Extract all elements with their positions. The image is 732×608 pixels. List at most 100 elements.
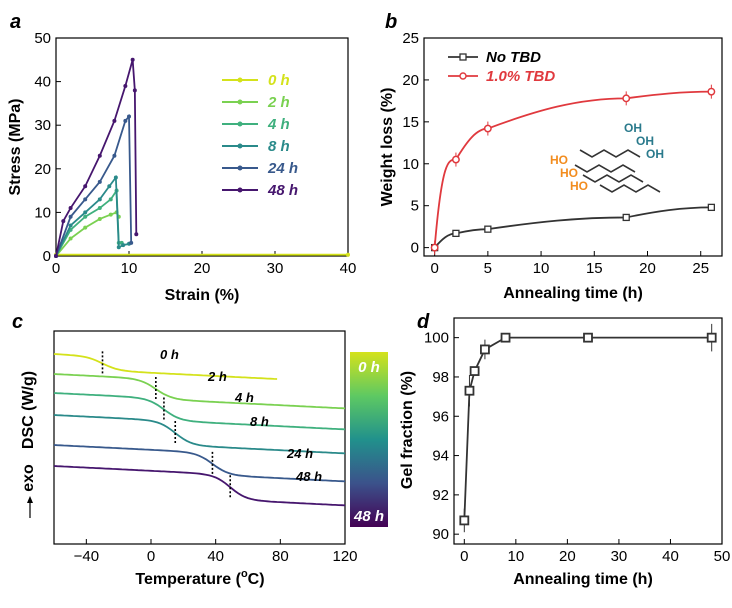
panel-a-ytick-label: 10 <box>34 204 51 221</box>
panel-c-xtick-label: 120 <box>332 548 357 565</box>
panel-d-ytick-label: 96 <box>432 408 449 425</box>
panel-d-xtick-label: 50 <box>714 548 731 565</box>
data-point <box>83 214 88 219</box>
panel-d-ytick-label: 100 <box>424 330 449 347</box>
panel-b-xtick-label: 10 <box>533 260 550 277</box>
panel-d-frame <box>453 317 723 545</box>
panel-a-ytick-label: 0 <box>43 248 51 265</box>
data-point <box>113 175 118 180</box>
panel-a-plot <box>54 57 350 258</box>
data-point <box>129 240 134 245</box>
curve-label: 2 h <box>207 369 227 384</box>
data-point <box>346 252 350 257</box>
legend-label: 8 h <box>268 138 290 155</box>
data-point <box>97 197 102 202</box>
legend-label: 1.0% TBD <box>486 68 555 85</box>
panel-b-xtick-label: 20 <box>639 260 656 277</box>
data-point <box>123 83 128 88</box>
panel-b-xtick-label: 25 <box>692 260 709 277</box>
panel-d-plot <box>459 323 717 533</box>
data-point <box>97 216 102 221</box>
panel-b-ytick-label: 10 <box>402 156 419 173</box>
data-point <box>83 184 88 189</box>
data-point <box>68 236 73 241</box>
data-point <box>61 219 66 224</box>
colorbar-bottom-label: 48 h <box>353 508 384 525</box>
data-point <box>452 229 460 238</box>
panel-a: a 0 10 20 30 40 0 10 20 30 40 50 0 h 2 h 4 h 8 h 24 h 4… <box>7 11 356 304</box>
panel-a-ylabel: Stress (MPa) <box>7 99 24 196</box>
data-point <box>130 57 135 62</box>
panel-d-xtick-label: 30 <box>611 548 628 565</box>
data-point <box>622 94 631 103</box>
data-point <box>83 197 88 202</box>
panel-a-xtick-label: 20 <box>194 260 211 277</box>
data-point <box>469 366 480 376</box>
data-point <box>97 153 102 158</box>
panel-a-legend: 0 h 2 h 4 h 8 h 24 h 48 h <box>222 72 298 199</box>
panel-b-label: b <box>385 11 397 33</box>
curve-label: 24 h <box>286 446 313 461</box>
dsc-curve-2 <box>53 392 346 431</box>
panel-b-ytick-label: 0 <box>411 240 419 257</box>
panel-a-xtick-label: 30 <box>267 260 284 277</box>
panel-a-ticks: 0 10 20 30 40 0 10 20 30 40 50 <box>34 30 356 277</box>
legend-marker <box>459 72 467 80</box>
dsc-curve-5 <box>53 465 346 507</box>
data-point <box>107 184 112 189</box>
ho-label-3: HO <box>570 179 588 193</box>
exo-label: exo <box>20 464 37 492</box>
panel-c-xlabel: Temperature (oC) <box>135 568 264 588</box>
data-point <box>108 212 113 217</box>
panel-a-ytick-label: 30 <box>34 117 51 134</box>
data-point <box>68 206 73 211</box>
panel-c-ylabel: DSC (W/g) <box>20 371 37 449</box>
series-line-1 <box>433 90 712 248</box>
dsc-curve-1 <box>53 373 346 410</box>
panel-d-ytick-label: 98 <box>432 369 449 386</box>
legend-marker <box>237 187 243 193</box>
panel-d-ytick-label: 94 <box>432 448 449 465</box>
gel-line <box>463 336 712 521</box>
exo-indicator: exo <box>20 464 37 518</box>
panel-a-xtick-label: 10 <box>121 260 138 277</box>
panel-d-xtick-label: 0 <box>460 548 468 565</box>
panel-d: d 0 10 20 30 40 50 90 92 94 96 98 100 Annealing tim… <box>399 311 730 588</box>
data-point <box>97 179 102 184</box>
panel-c-xtick-label: −40 <box>74 548 99 565</box>
panel-a-frame <box>55 37 349 257</box>
legend-marker <box>237 121 243 127</box>
panel-b-frame <box>423 37 723 257</box>
legend-marker <box>237 143 243 149</box>
curve-label: 4 h <box>234 390 254 405</box>
data-point <box>622 213 630 222</box>
data-point <box>500 332 511 343</box>
legend-marker <box>459 53 467 61</box>
dsc-curve-4 <box>53 444 346 483</box>
colorbar-top-label: 0 h <box>358 359 380 376</box>
panel-d-label: d <box>417 311 430 333</box>
panel-d-ticks: 0 10 20 30 40 50 90 92 94 96 98 100 <box>424 330 730 565</box>
legend-marker <box>237 165 243 171</box>
panel-c-plot: 0 h 2 h 4 h 8 h 24 h 48 h <box>53 347 346 507</box>
series-line-5 <box>55 59 138 257</box>
dsc-curve-0 <box>53 353 278 380</box>
data-point <box>83 210 88 215</box>
panel-b-legend: No TBD 1.0% TBD <box>448 49 555 85</box>
data-point <box>484 225 492 233</box>
data-point <box>134 232 139 237</box>
panel-b-ytick-label: 20 <box>402 72 419 89</box>
data-point <box>54 254 58 258</box>
panel-c-xtick-label: 40 <box>207 548 224 565</box>
panel-a-ytick-label: 50 <box>34 30 51 47</box>
panel-c: c −40 0 40 80 120 0 h 2 h 4 h 8 h 24 h 48 h 0 h 4… <box>12 311 388 588</box>
panel-a-ytick-label: 20 <box>34 161 51 178</box>
panel-a-xtick-label: 40 <box>340 260 357 277</box>
data-point <box>583 332 593 343</box>
panel-b-xtick-label: 15 <box>586 260 603 277</box>
data-point <box>459 515 470 526</box>
panel-c-xtick-label: 80 <box>272 548 289 565</box>
oh-label-2: OH <box>636 134 654 148</box>
legend-label: 2 h <box>267 94 290 111</box>
